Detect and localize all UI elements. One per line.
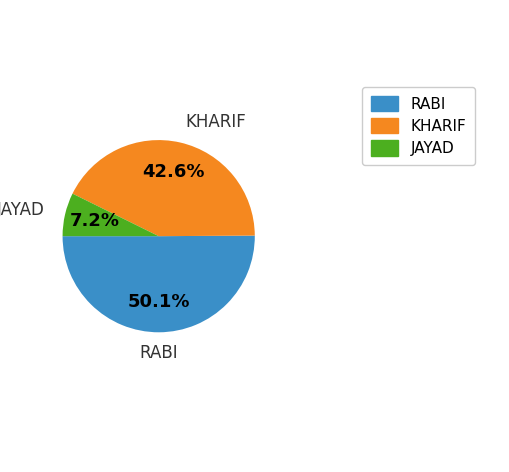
Wedge shape: [63, 236, 254, 332]
Text: JAYAD: JAYAD: [0, 201, 44, 219]
Text: 42.6%: 42.6%: [142, 163, 204, 182]
Wedge shape: [72, 140, 254, 236]
Legend: RABI, KHARIF, JAYAD: RABI, KHARIF, JAYAD: [361, 86, 474, 165]
Text: KHARIF: KHARIF: [185, 113, 245, 131]
Text: 50.1%: 50.1%: [127, 293, 190, 311]
Text: 7.2%: 7.2%: [70, 212, 120, 230]
Wedge shape: [63, 194, 158, 236]
Text: RABI: RABI: [139, 345, 178, 362]
